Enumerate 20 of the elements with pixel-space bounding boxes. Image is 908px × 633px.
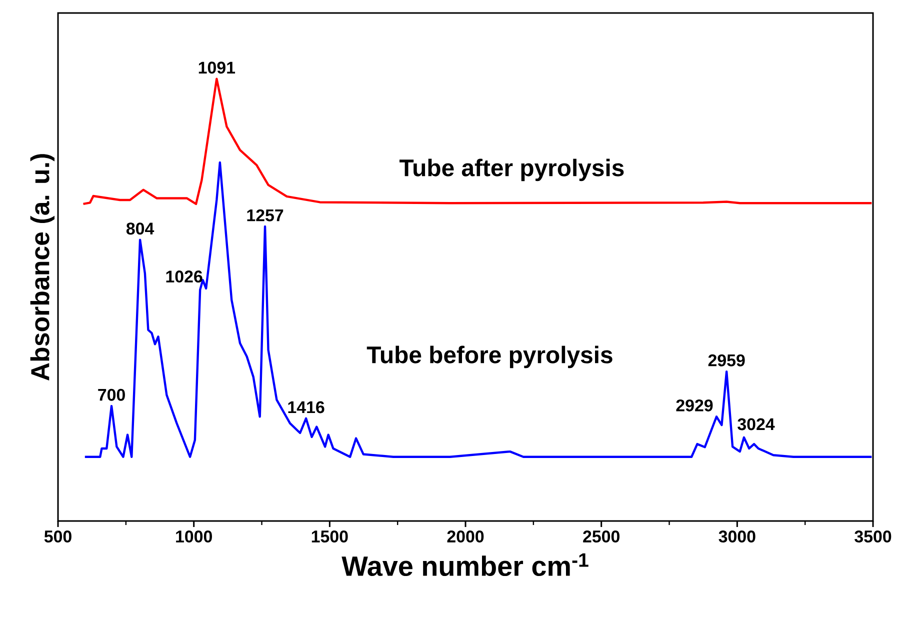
x-tick-label: 3500: [854, 530, 892, 543]
x-tick-label: 2500: [583, 530, 620, 542]
series-label: Tube after pyrolysis: [400, 158, 624, 182]
x-axis-title: Wave number cm$^{-1}$: [342, 553, 588, 576]
annotation: 804: [126, 222, 154, 235]
x-tick-label: 1500: [312, 530, 348, 542]
annotation: 1091: [198, 62, 236, 74]
x-tick-label: 1000: [176, 530, 212, 542]
x-tick-label: 3000: [718, 530, 756, 543]
text: Tube before pyrolysis: [366, 346, 612, 368]
y-axis-title: Absorbance (a. u.): [30, 154, 54, 381]
annotation: 1257: [247, 209, 284, 222]
annotation: 1416: [288, 401, 324, 414]
annotation: 2929: [676, 399, 713, 412]
annotation: 1026: [166, 270, 202, 283]
annotation: 3024: [738, 418, 775, 430]
annotation: 2959: [708, 354, 745, 366]
annotation: 700: [98, 388, 125, 401]
x-tick-label: 2000: [447, 530, 484, 542]
x-tick-label: 500: [44, 530, 72, 542]
